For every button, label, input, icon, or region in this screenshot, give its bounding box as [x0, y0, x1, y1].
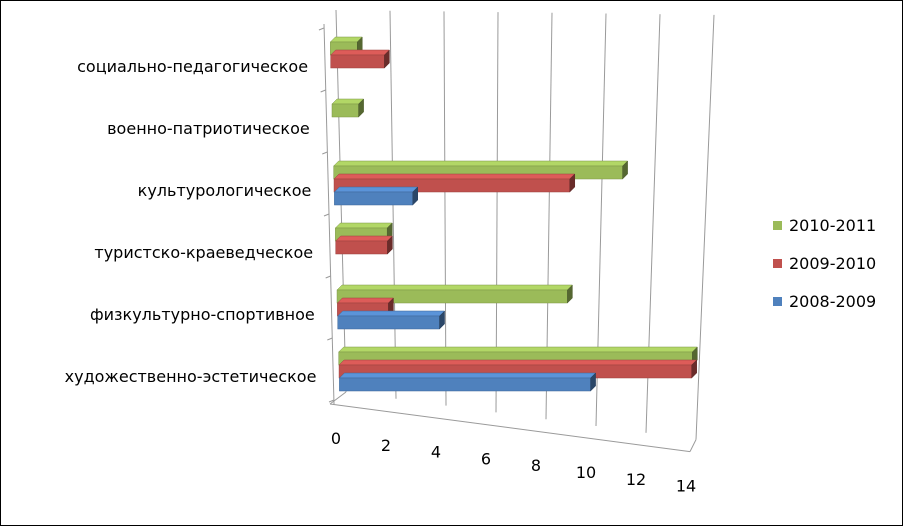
depth-line-left — [329, 391, 347, 405]
bar-end — [387, 235, 393, 255]
x-tick-label: 2 — [381, 436, 391, 455]
legend-label: 2009-2010 — [789, 254, 876, 273]
bar-2008-2009-5 — [338, 372, 597, 392]
bar-top — [333, 173, 576, 180]
x-tick-label: 4 — [431, 443, 441, 462]
category-tick-0 — [318, 27, 325, 31]
bar-front — [335, 240, 388, 255]
category-label: художественно-эстетическое — [65, 367, 317, 386]
category-tick-6 — [328, 399, 335, 403]
bar-end — [567, 284, 573, 304]
bar-front — [331, 103, 359, 118]
x-tick-labels: 0 2 4 6 8 10 12 14 — [331, 429, 696, 496]
bar-2009-2010-3 — [335, 235, 394, 255]
category-tick-5 — [327, 337, 333, 341]
category-label: туристско-краеведческое — [94, 243, 313, 262]
bar-end — [412, 186, 419, 206]
legend-swatch — [773, 259, 782, 268]
bar-2008-2009-4 — [337, 310, 446, 330]
bar-2010-2011-4 — [336, 284, 573, 304]
bar-top — [338, 372, 597, 379]
bars — [329, 36, 698, 392]
bar-front — [339, 377, 591, 392]
bar-2010-2011-1 — [331, 98, 365, 118]
bar-top — [336, 284, 573, 291]
x-tick-label: 0 — [331, 429, 341, 448]
x-tick-label: 6 — [481, 449, 491, 468]
category-label: социально-педагогическое — [77, 57, 308, 76]
category-tick-3 — [323, 213, 330, 217]
bar-top — [337, 310, 446, 317]
gridline-4 — [443, 11, 447, 406]
bar-top — [331, 98, 365, 105]
bar-top — [333, 186, 419, 193]
x-axis-line — [329, 403, 691, 453]
legend-label: 2010-2011 — [789, 216, 876, 235]
x-tick-label: 14 — [676, 477, 696, 496]
bar-top — [330, 49, 391, 56]
bar-end — [622, 160, 628, 180]
category-labels: социально-педагогическое военно-патриотич… — [65, 57, 317, 386]
y-axis-line — [323, 23, 335, 405]
category-tick-4 — [325, 275, 331, 279]
legend: 2010-2011 2009-2010 2008-2009 — [773, 216, 876, 311]
category-label: физкультурно-спортивное — [90, 305, 315, 324]
axis-floor — [323, 23, 697, 453]
depth-line-right — [689, 439, 697, 452]
gridline-14 — [695, 14, 715, 440]
category-tick-2 — [322, 151, 328, 155]
legend-swatch — [773, 297, 782, 306]
gridline-6 — [495, 12, 499, 413]
bar-end — [569, 173, 576, 193]
bar-front — [334, 191, 414, 206]
bar-top — [333, 160, 629, 167]
bar-top — [329, 36, 363, 43]
bar-end — [358, 98, 364, 118]
bar-end — [590, 372, 596, 392]
x-tick-label: 8 — [531, 456, 541, 475]
category-label: культурологическое — [138, 181, 312, 200]
bar-end — [439, 310, 445, 330]
legend-label: 2008-2009 — [789, 292, 876, 311]
bar-top — [335, 235, 394, 242]
legend-swatch — [773, 221, 782, 230]
bar-top — [336, 297, 395, 304]
bar-end — [691, 359, 697, 379]
x-tick-label: 12 — [626, 470, 646, 489]
category-label: военно-патриотическое — [107, 119, 310, 138]
bar-top — [334, 222, 393, 229]
bar-top — [338, 359, 698, 366]
bar-end — [384, 49, 390, 69]
bar-front — [337, 315, 440, 330]
bar-2008-2009-2 — [333, 186, 419, 206]
bar-front — [330, 54, 385, 69]
bar-2009-2010-0 — [330, 49, 391, 69]
x-tick-label: 10 — [576, 463, 596, 482]
bar-top — [338, 346, 698, 353]
category-tick-1 — [320, 89, 326, 93]
